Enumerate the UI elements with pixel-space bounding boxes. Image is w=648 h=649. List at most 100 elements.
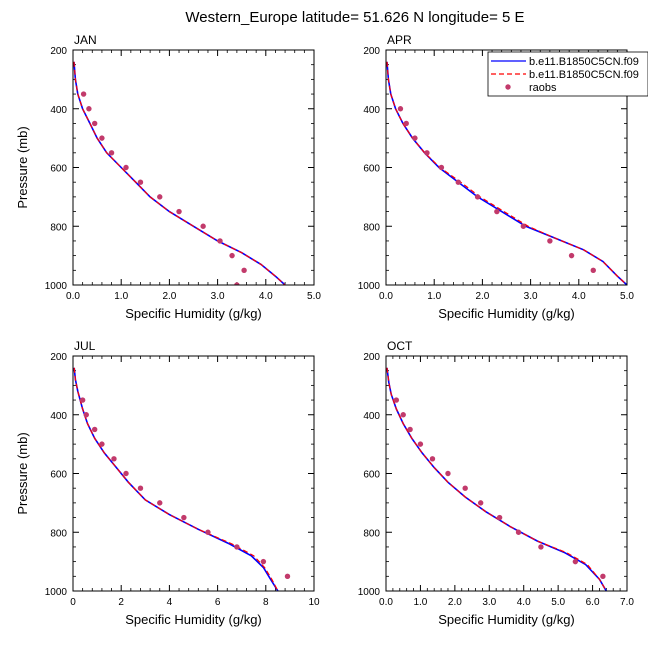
y-tick-label: 1000 <box>45 587 68 598</box>
raobs-point <box>474 194 481 200</box>
x-axis-label: Specific Humidity (g/kg) <box>438 306 575 321</box>
x-tick-label: 5.0 <box>551 597 565 608</box>
y-tick-label: 800 <box>50 528 67 539</box>
raobs-point <box>407 426 413 433</box>
x-tick-label: 3.0 <box>524 291 538 302</box>
x-tick-label: 3.0 <box>482 597 496 608</box>
x-tick-label: 4.0 <box>517 597 531 608</box>
plot-frame <box>72 49 315 286</box>
y-tick-label: 400 <box>363 411 380 422</box>
series-group <box>73 61 286 285</box>
legend-box <box>487 51 648 97</box>
panel-apr: APR 0.0 1.0 2.0 3.0 4.0 5.0 200 400 600 800 1000 Spe… <box>358 33 635 321</box>
raobs-point <box>241 267 247 274</box>
y-tick-label: 600 <box>50 164 67 175</box>
raobs-point <box>200 223 206 229</box>
raobs-point <box>547 238 553 244</box>
model-line-dashed <box>73 367 279 591</box>
x-tick-label: 4 <box>167 597 173 608</box>
panel-title: JUL <box>74 339 96 353</box>
x-tick-label: 0.0 <box>66 291 80 302</box>
y-axis-label: Pressure (mb) <box>15 126 30 208</box>
panels: JAN 0.0 1.0 2.0 3.0 4.0 5.0 200 400 600 800 1000 Spe… <box>15 33 634 627</box>
x-tick-label: 10 <box>308 597 320 608</box>
panel-jul: JUL 0 2 4 6 8 10 200 400 600 800 1000 Specific Humid… <box>15 339 320 627</box>
raobs-point <box>86 106 92 112</box>
x-tick-label: 1.0 <box>114 291 128 302</box>
x-tick-label: 0.0 <box>379 291 393 302</box>
y-tick-label: 800 <box>363 528 380 539</box>
x-tick-label: 8 <box>263 597 269 608</box>
legend: b.e11.B1850C5CN.f09b.e11.B1850C5CN.f09ra… <box>487 51 648 97</box>
raobs-point <box>284 573 291 580</box>
raobs-point <box>91 426 98 433</box>
y-tick-label: 1000 <box>45 281 68 292</box>
legend-label: raobs <box>529 82 557 94</box>
series-group <box>73 367 291 591</box>
panel-title: JAN <box>74 33 97 47</box>
raobs-point <box>80 91 87 97</box>
plot-frame <box>72 355 315 592</box>
raobs-point <box>260 558 267 565</box>
y-axis-label: Pressure (mb) <box>15 432 30 514</box>
raobs-point <box>412 135 418 141</box>
raobs-point <box>438 164 445 171</box>
raobs-point <box>496 514 503 521</box>
x-tick-label: 2.0 <box>475 291 489 302</box>
y-tick-label: 400 <box>363 105 380 116</box>
x-axis-label: Specific Humidity (g/kg) <box>125 306 262 321</box>
raobs-point <box>393 397 400 403</box>
y-tick-label: 800 <box>50 222 67 233</box>
y-tick-label: 400 <box>50 411 67 422</box>
plot-frame <box>385 49 628 286</box>
raobs-point <box>123 470 129 477</box>
legend-entries: b.e11.B1850C5CN.f09b.e11.B1850C5CN.f09ra… <box>491 56 639 94</box>
raobs-point <box>181 514 187 521</box>
raobs-point <box>229 252 235 259</box>
raobs-point <box>445 470 451 477</box>
legend-label: b.e11.B1850C5CN.f09 <box>529 69 639 81</box>
raobs-point <box>455 179 461 185</box>
x-tick-label: 4.0 <box>572 291 586 302</box>
model-line-solid <box>73 61 286 285</box>
y-tick-label: 1000 <box>358 281 381 292</box>
raobs-point <box>123 164 129 171</box>
raobs-point <box>477 500 484 506</box>
raobs-point <box>99 441 105 447</box>
raobs-point <box>538 544 544 550</box>
panel-title: APR <box>387 33 412 47</box>
y-tick-label: 1000 <box>358 587 381 598</box>
model-line-dashed <box>386 367 607 591</box>
x-tick-label: 1.0 <box>427 291 441 302</box>
raobs-point <box>590 267 596 274</box>
raobs-point <box>494 208 500 215</box>
x-tick-label: 4.0 <box>259 291 273 302</box>
x-tick-label: 5.0 <box>307 291 321 302</box>
panel-oct: OCT 0.0 1.0 2.0 3.0 4.0 5.0 6.0 7.0 200 400 600 800 1… <box>358 339 635 627</box>
y-tick-label: 600 <box>50 470 67 481</box>
raobs-point <box>205 529 211 535</box>
figure-title: Western_Europe latitude= 51.626 N longit… <box>185 9 524 26</box>
raobs-point <box>157 500 163 506</box>
raobs-point <box>99 135 105 141</box>
raobs-point <box>217 238 223 244</box>
raobs-point <box>234 282 240 285</box>
series-group <box>386 61 627 285</box>
raobs-point <box>429 456 436 462</box>
x-axis-label: Specific Humidity (g/kg) <box>125 612 262 627</box>
panel-title: OCT <box>387 339 413 353</box>
raobs-point <box>176 208 182 215</box>
y-tick-label: 400 <box>50 105 67 116</box>
raobs-point <box>137 179 144 185</box>
y-tick-label: 200 <box>363 352 380 363</box>
raobs-point <box>572 558 579 565</box>
raobs-point <box>79 397 86 403</box>
y-tick-label: 600 <box>363 470 380 481</box>
raobs-point <box>83 412 89 418</box>
y-tick-label: 200 <box>50 46 67 57</box>
raobs-point <box>515 529 522 535</box>
x-tick-label: 0 <box>70 597 76 608</box>
model-line-dashed <box>73 61 286 285</box>
x-axis-label: Specific Humidity (g/kg) <box>438 612 575 627</box>
raobs-point <box>424 150 430 156</box>
